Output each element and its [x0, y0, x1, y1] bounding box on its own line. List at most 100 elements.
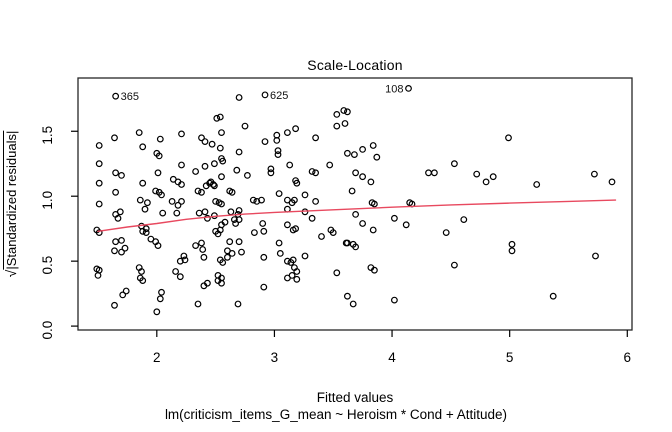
data-point [226, 238, 234, 246]
data-point [344, 149, 351, 157]
data-point [138, 268, 145, 275]
y-tick-label: 1.0 [40, 191, 55, 210]
data-point [176, 257, 184, 265]
data-point [218, 173, 225, 181]
data-point [292, 125, 300, 133]
data-point [174, 201, 182, 209]
data-point [533, 181, 541, 188]
data-point [112, 238, 119, 246]
data-point [549, 292, 557, 300]
data-point [209, 181, 217, 188]
data-point [286, 161, 294, 169]
data-point [155, 152, 163, 160]
y-axis-label-text: |Standardized residuals| [4, 130, 19, 270]
data-point [194, 187, 202, 195]
data-point [329, 229, 337, 237]
data-point [219, 157, 227, 165]
data-point [359, 220, 367, 227]
data-point [208, 140, 216, 148]
x-tick-label: 6 [624, 350, 632, 365]
data-point [168, 197, 176, 205]
data-point [293, 179, 301, 187]
data-point [201, 162, 209, 170]
data-point [158, 191, 165, 199]
data-point [172, 268, 180, 275]
data-point [192, 168, 200, 175]
data-point [284, 257, 291, 265]
data-point [235, 148, 243, 156]
data-point [318, 233, 325, 240]
data-point [431, 169, 438, 177]
data-point [139, 277, 147, 285]
x-tick-label: 4 [388, 350, 396, 365]
data-point [591, 170, 598, 178]
data-point [219, 259, 227, 266]
x-axis-label: Fitted values [316, 390, 394, 405]
data-point [201, 208, 209, 216]
data-point [308, 214, 316, 222]
outlier-point-365 [112, 92, 120, 100]
data-point [249, 196, 257, 204]
data-point [118, 248, 125, 256]
data-point [121, 244, 129, 252]
data-point [312, 169, 320, 177]
data-point [341, 120, 349, 127]
data-point [213, 114, 221, 122]
data-point [473, 170, 481, 178]
data-point [275, 239, 283, 247]
data-point [348, 187, 356, 195]
data-point [118, 171, 125, 179]
data-point [173, 209, 181, 217]
data-point [139, 179, 147, 187]
data-point [158, 288, 165, 296]
data-point [154, 242, 162, 250]
data-point [293, 275, 301, 283]
data-point [136, 196, 144, 204]
data-point [116, 208, 124, 216]
data-point [333, 110, 341, 118]
data-point [451, 261, 458, 269]
data-point [203, 214, 211, 222]
data-point [178, 130, 185, 138]
data-point [112, 169, 119, 177]
data-point [260, 253, 268, 261]
data-point [291, 196, 298, 204]
y-tick-label: 0.5 [40, 256, 55, 275]
data-point [482, 178, 490, 186]
data-point [489, 173, 497, 181]
data-point [198, 239, 205, 247]
data-point [273, 136, 281, 144]
data-point [267, 165, 275, 173]
data-point [592, 252, 599, 260]
data-point [425, 169, 432, 177]
data-point [156, 295, 164, 303]
data-point [326, 161, 334, 169]
data-point [369, 226, 377, 234]
data-point [260, 227, 268, 235]
data-point [143, 199, 151, 207]
data-point [235, 207, 243, 214]
data-point [111, 247, 118, 255]
data-point [505, 134, 512, 142]
data-point [228, 188, 236, 196]
data-point [267, 169, 275, 177]
data-point [352, 210, 360, 218]
data-point [216, 144, 224, 152]
data-point [142, 229, 150, 237]
data-point [359, 145, 367, 153]
data-point [176, 273, 184, 281]
data-point [218, 129, 225, 137]
y-axis-label: √|Standardized residuals| [3, 131, 19, 278]
data-point [218, 200, 225, 208]
data-point [274, 147, 282, 155]
x-tick-label: 3 [271, 350, 279, 365]
data-point [95, 179, 103, 187]
data-point [352, 169, 360, 177]
data-point [203, 279, 211, 287]
data-point [114, 214, 122, 222]
sqrt-symbol: √ [3, 269, 19, 278]
data-point [293, 268, 301, 275]
data-point [200, 253, 208, 261]
